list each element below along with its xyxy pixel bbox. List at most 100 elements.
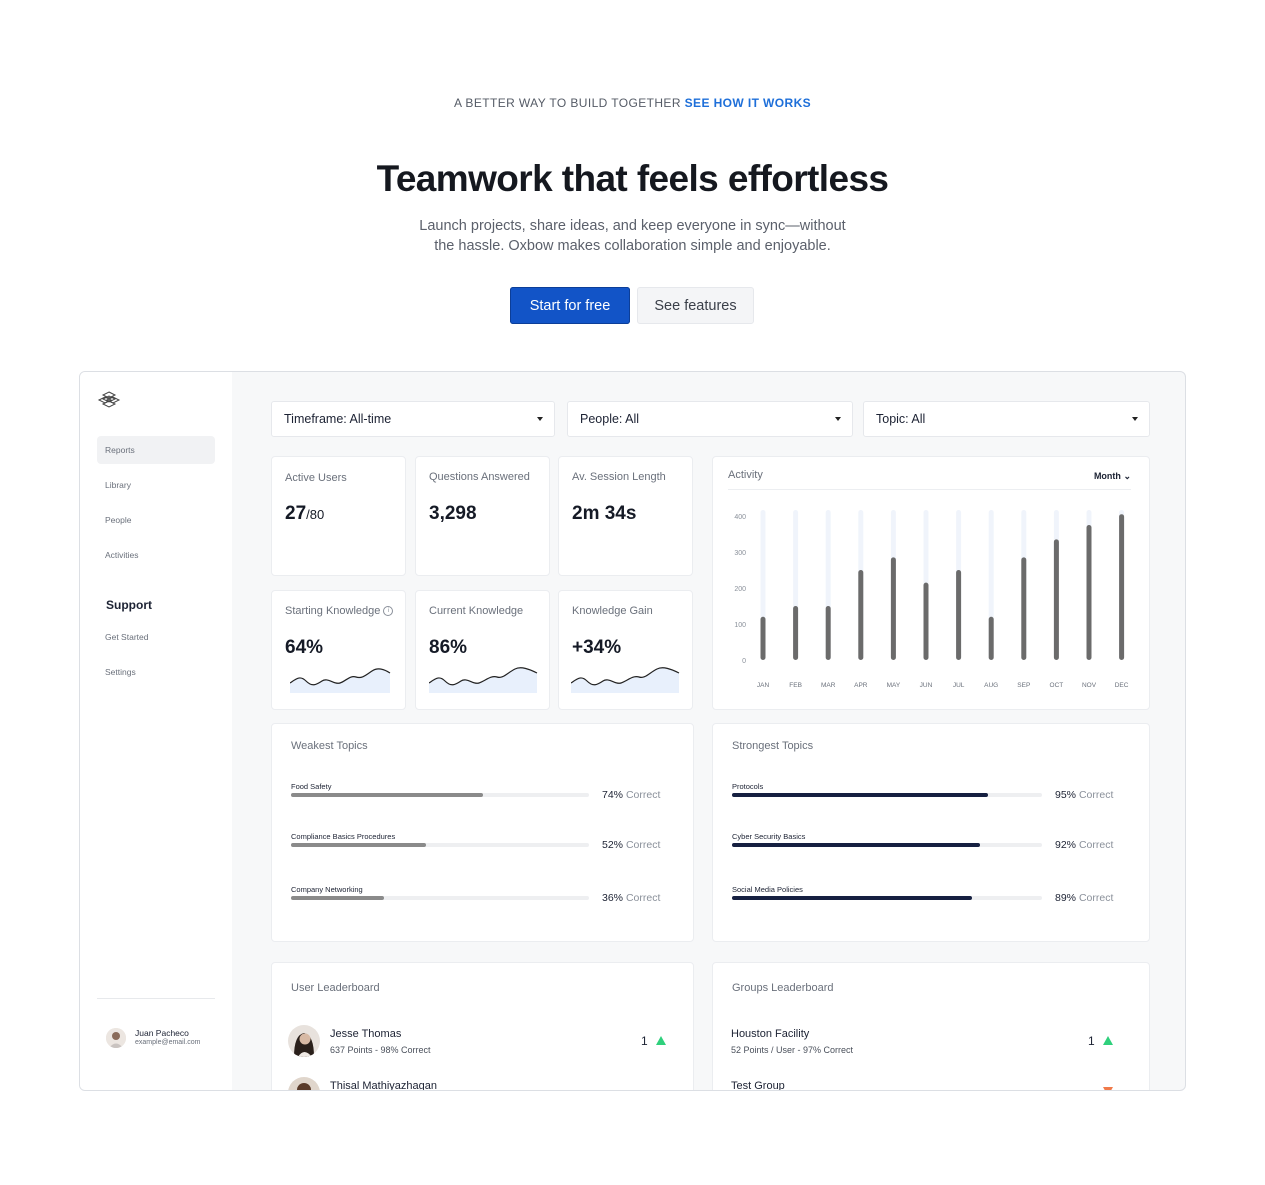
- topic-percent-label: Correct: [625, 789, 661, 801]
- activity-chart-card: Activity Month ⌄ 0 100 200 300 400 JAN FEB MAR A…: [712, 456, 1150, 710]
- hero-subtitle: Launch projects, share ideas, and keep e…: [419, 218, 846, 254]
- topic-percent: 52% Correct: [602, 839, 660, 851]
- topic-name[interactable]: Food Safety: [291, 782, 332, 791]
- avatar[interactable]: [288, 1025, 320, 1057]
- session-length-card: Av. Session Length 2m 34s: [558, 456, 693, 576]
- topic-percent-value: 74%: [602, 789, 626, 801]
- activity-divider: [728, 489, 1131, 490]
- see-features-button[interactable]: See features: [637, 287, 754, 324]
- topic-percent-value: 36%: [602, 892, 626, 904]
- card-label: Current Knowledge: [429, 605, 524, 617]
- bar-jan[interactable]: [760, 616, 766, 660]
- x-tick-label: MAY: [887, 682, 901, 689]
- topic-progress-fill: [291, 793, 483, 797]
- sidebar-item-reports[interactable]: Reports: [97, 436, 215, 464]
- topic-progress-fill: [732, 896, 973, 900]
- topic-percent: 95% Correct: [1055, 789, 1113, 801]
- x-tick-label: DEC: [1115, 682, 1129, 689]
- hero-eyebrow-text: A BETTER WAY TO BUILD TOGETHER: [453, 96, 681, 110]
- x-tick-label: SEP: [1017, 682, 1030, 689]
- topic-filter[interactable]: Topic: All: [863, 401, 1150, 437]
- caret-down-icon: [835, 417, 841, 421]
- bar-jun[interactable]: [923, 582, 929, 660]
- topic-percent-value: 92%: [1055, 839, 1079, 851]
- people-filter-label: People: All: [580, 412, 640, 426]
- topic-progress-bar: [732, 896, 1042, 900]
- start-for-free-button[interactable]: Start for free: [510, 287, 630, 324]
- bar-apr[interactable]: [858, 570, 864, 660]
- sidebar-item-library[interactable]: Library: [105, 480, 131, 490]
- weakest-topics-card: Weakest Topics Food Safety 74% Correct Com…: [271, 723, 694, 942]
- leaderboard-group-name[interactable]: Houston Facility: [731, 1028, 810, 1040]
- topic-percent-label: Correct: [625, 839, 661, 851]
- avatar[interactable]: [106, 1028, 126, 1048]
- x-tick-label: APR: [854, 682, 868, 689]
- sidebar-item-settings[interactable]: Settings: [105, 667, 136, 677]
- people-filter[interactable]: People: All: [567, 401, 853, 437]
- topic-name[interactable]: Cyber Security Basics: [732, 832, 806, 841]
- timeframe-filter[interactable]: Timeframe: All-time: [271, 401, 555, 437]
- sidebar-item-activities[interactable]: Activities: [105, 550, 139, 560]
- leaderboard-group-name[interactable]: Test Group: [731, 1080, 785, 1091]
- topic-percent-label: Correct: [1078, 839, 1114, 851]
- topic-percent-value: 95%: [1055, 789, 1079, 801]
- bar-nov[interactable]: [1086, 525, 1092, 660]
- card-label: Av. Session Length: [572, 471, 666, 483]
- bar-feb[interactable]: [793, 606, 799, 660]
- card-label: Questions Answered: [429, 471, 530, 483]
- bar-aug[interactable]: [988, 616, 994, 660]
- topic-percent-label: Correct: [1078, 789, 1114, 801]
- leaderboard-rank: 1: [641, 1034, 648, 1048]
- topic-progress-fill: [732, 843, 981, 847]
- sparkline-chart: [290, 668, 391, 693]
- topic-name[interactable]: Company Networking: [291, 885, 363, 894]
- topic-progress-fill: [732, 793, 989, 797]
- cube-stack-logo-icon[interactable]: [97, 390, 121, 410]
- bar-oct[interactable]: [1053, 539, 1059, 660]
- y-tick-label: 100: [734, 622, 746, 629]
- activity-title: Activity: [728, 469, 763, 481]
- topic-percent-value: 89%: [1055, 892, 1079, 904]
- topic-progress-fill: [291, 843, 426, 847]
- topic-name[interactable]: Compliance Basics Procedures: [291, 832, 396, 841]
- sidebar-item-people[interactable]: People: [105, 515, 132, 525]
- topic-name[interactable]: Social Media Policies: [732, 885, 803, 894]
- topic-percent-value: 52%: [602, 839, 626, 851]
- see-how-it-works-link[interactable]: SEE HOW IT WORKS: [684, 96, 812, 110]
- topic-filter-label: Topic: All: [876, 412, 926, 426]
- starting-knowledge-value: 64%: [285, 637, 324, 658]
- dashboard-preview: Reports Library People Activities Suppor…: [79, 371, 1186, 1091]
- current-knowledge-card: Current Knowledge 86%: [415, 590, 550, 710]
- active-users-count: 27: [285, 503, 307, 524]
- x-tick-label: OCT: [1050, 682, 1064, 689]
- bar-dec[interactable]: [1119, 514, 1125, 660]
- x-tick-label: JUN: [920, 682, 933, 689]
- avatar[interactable]: [288, 1077, 320, 1090]
- period-dropdown[interactable]: Month ⌄: [1094, 471, 1131, 482]
- bar-sep[interactable]: [1021, 557, 1027, 660]
- leaderboard-user-name[interactable]: Thisal Mathiyazhagan: [330, 1080, 438, 1091]
- bar-mar[interactable]: [825, 606, 831, 660]
- leaderboard-group-meta: 52 Points / User - 97% Correct: [731, 1045, 854, 1055]
- groups-leaderboard-card: Groups Leaderboard Houston Facility 52 P…: [712, 962, 1150, 1091]
- questions-answered-card: Questions Answered 3,298: [415, 456, 550, 576]
- user-name: Juan Pacheco: [135, 1028, 189, 1038]
- y-tick-label: 400: [734, 514, 746, 521]
- card-label: Active Users: [285, 472, 347, 484]
- x-tick-label: JUL: [953, 682, 965, 689]
- topic-percent: 92% Correct: [1055, 839, 1113, 851]
- leaderboard-rank: 1: [1088, 1034, 1095, 1048]
- active-users-value: 27/80: [285, 503, 324, 525]
- timeframe-filter-label: Timeframe: All-time: [284, 412, 392, 426]
- groups-leaderboard-title: Groups Leaderboard: [732, 982, 834, 994]
- caret-down-icon: [537, 417, 543, 421]
- topic-name[interactable]: Protocols: [732, 782, 764, 791]
- trend-up-icon: [1103, 1036, 1113, 1045]
- period-label: Month: [1093, 471, 1121, 481]
- bar-may[interactable]: [890, 557, 896, 660]
- y-tick-label: 0: [742, 658, 746, 665]
- bar-jul[interactable]: [956, 570, 962, 660]
- sidebar-item-get-started[interactable]: Get Started: [105, 632, 149, 642]
- info-icon[interactable]: i: [383, 606, 394, 617]
- leaderboard-user-name[interactable]: Jesse Thomas: [330, 1028, 402, 1040]
